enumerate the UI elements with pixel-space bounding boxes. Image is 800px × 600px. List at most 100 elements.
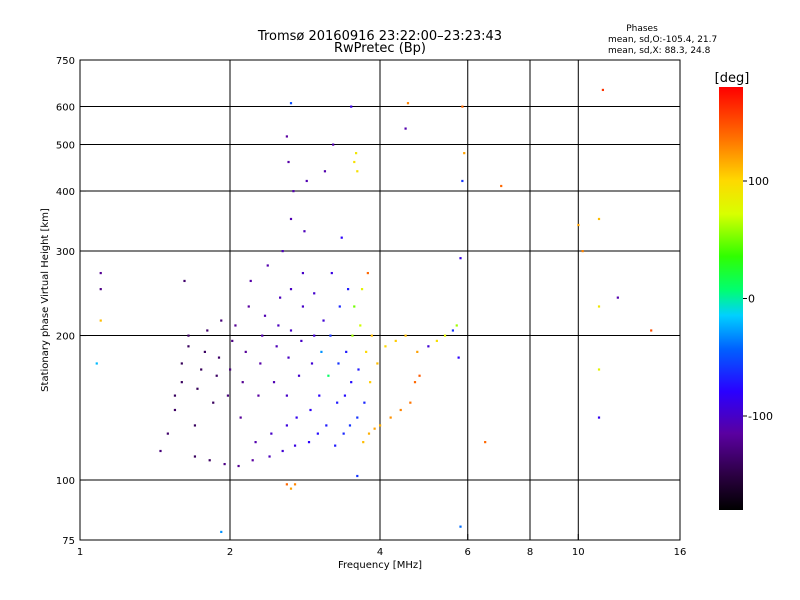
data-point	[220, 530, 223, 534]
data-point	[268, 455, 271, 458]
data-point	[231, 339, 234, 343]
phases-line-x: mean, sd,X: 88.3, 24.8	[608, 46, 711, 56]
data-point	[350, 105, 353, 108]
data-point	[289, 329, 293, 332]
phases-heading: Phases	[626, 24, 658, 34]
data-point	[461, 105, 464, 108]
x-axis-ticks: 1 2 4 6 8 10 16	[77, 534, 687, 558]
data-point	[366, 271, 369, 275]
data-point	[196, 387, 199, 390]
data-point	[329, 334, 332, 337]
data-point	[229, 368, 232, 371]
data-point	[249, 279, 252, 283]
data-point	[257, 394, 260, 397]
data-point	[301, 305, 305, 308]
data-point	[322, 319, 325, 322]
data-point	[270, 432, 273, 435]
data-point	[330, 271, 333, 275]
data-point	[443, 334, 447, 337]
data-point	[313, 292, 316, 295]
data-point	[295, 416, 298, 419]
data-point	[409, 401, 412, 404]
data-point	[193, 455, 197, 458]
data-point	[340, 236, 343, 239]
data-point	[292, 190, 295, 193]
phases-line-o: mean, sd,O:-105.4, 21.7	[608, 35, 717, 45]
y-axis-ticks: 75 100 200 300 400 500 600 750	[56, 56, 86, 547]
data-point	[275, 345, 278, 348]
data-point	[369, 381, 372, 384]
data-point	[455, 324, 458, 327]
data-point	[350, 381, 353, 384]
data-point	[346, 288, 350, 291]
data-point	[300, 339, 303, 343]
data-point	[336, 401, 339, 404]
data-point	[261, 334, 264, 337]
data-point	[208, 459, 211, 462]
y-tick-label: 75	[62, 536, 75, 547]
data-point	[345, 350, 348, 353]
data-point	[247, 305, 250, 308]
data-point	[338, 305, 341, 308]
x-tick-label: 16	[674, 547, 687, 558]
data-point	[597, 368, 601, 371]
data-point	[237, 464, 240, 468]
x-axis-label: Frequency [MHz]	[338, 560, 422, 571]
data-point	[285, 135, 288, 138]
data-point	[293, 483, 297, 486]
data-point	[354, 152, 358, 155]
data-point	[287, 356, 290, 359]
data-point	[180, 381, 183, 384]
data-point	[451, 329, 455, 332]
data-point	[399, 408, 402, 412]
data-point	[285, 424, 288, 427]
chart-title: Tromsø 20160916 23:22:00–23:23:43	[257, 29, 502, 44]
data-point	[416, 350, 419, 353]
data-point	[281, 449, 284, 453]
data-point	[463, 152, 466, 155]
data-point	[597, 305, 601, 308]
data-point	[173, 394, 177, 397]
data-point	[597, 416, 601, 419]
data-point	[310, 362, 314, 365]
data-point	[254, 441, 257, 444]
data-point	[316, 432, 319, 435]
data-point	[173, 408, 177, 412]
data-point	[303, 230, 306, 233]
data-point	[343, 394, 347, 397]
colorbar-tick-label: -100	[748, 410, 773, 423]
data-point	[597, 217, 601, 221]
data-point	[289, 487, 293, 490]
x-tick-label: 8	[527, 547, 533, 558]
data-point	[357, 368, 360, 371]
data-point	[394, 339, 397, 343]
data-point	[95, 362, 98, 365]
data-point	[325, 424, 328, 427]
x-tick-label: 1	[77, 547, 83, 558]
data-point	[342, 432, 345, 435]
data-point	[367, 432, 371, 435]
data-point	[327, 374, 330, 377]
data-point	[427, 345, 430, 348]
data-point	[277, 324, 280, 327]
data-point	[220, 319, 223, 322]
data-point	[384, 345, 387, 348]
colorbar-tick-label: 0	[748, 293, 755, 306]
y-tick-label: 300	[56, 247, 75, 258]
y-tick-label: 750	[56, 56, 75, 67]
data-point	[226, 394, 230, 397]
data-point	[332, 143, 335, 146]
data-point	[413, 381, 417, 384]
data-point	[159, 449, 162, 453]
colorbar	[719, 87, 743, 510]
data-point	[203, 350, 206, 353]
x-tick-label: 10	[572, 547, 585, 558]
data-point	[404, 334, 407, 337]
data-point	[362, 441, 365, 444]
x-tick-label: 2	[227, 547, 233, 558]
data-point	[166, 432, 169, 435]
data-point	[337, 362, 340, 365]
data-point	[206, 329, 209, 332]
data-point	[435, 339, 438, 343]
data-point	[359, 324, 362, 327]
